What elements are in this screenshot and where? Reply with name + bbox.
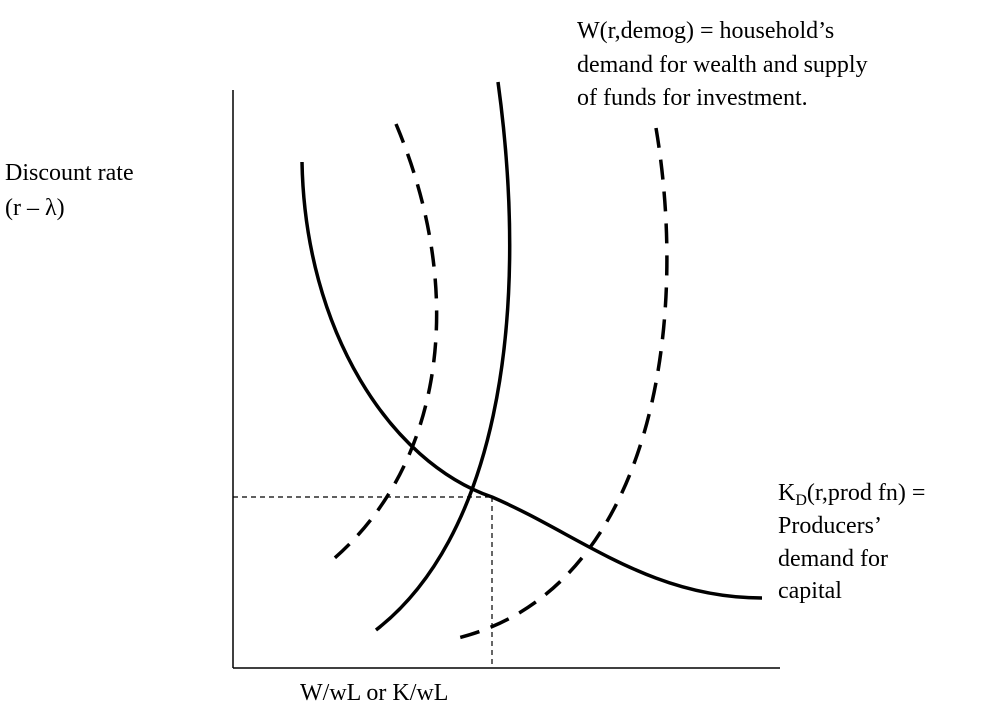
- shifted-supply-left: [328, 123, 439, 564]
- demand-curve: [300, 161, 763, 600]
- demand-label: KD(r,prod fn) =: [778, 480, 925, 509]
- note-line: W(r,demog) = household’s: [577, 18, 834, 44]
- demand-args: (r,prod fn) =: [807, 480, 926, 506]
- demand-line: demand for: [778, 546, 888, 572]
- note-line: of funds for investment.: [577, 85, 808, 111]
- supply-curve: [374, 81, 512, 632]
- note-line: demand for wealth and supply: [577, 52, 868, 78]
- shifted-supply-right: [457, 127, 669, 640]
- x-axis-label: W/wL or K/wL: [300, 680, 448, 706]
- demand-subscript: D: [795, 492, 807, 509]
- y-axis-label: Discount rate: [5, 160, 134, 186]
- demand-symbol: K: [778, 480, 796, 506]
- demand-line: Producers’: [778, 513, 882, 539]
- y-axis-label: (r – λ): [5, 195, 65, 221]
- demand-line: capital: [778, 578, 842, 604]
